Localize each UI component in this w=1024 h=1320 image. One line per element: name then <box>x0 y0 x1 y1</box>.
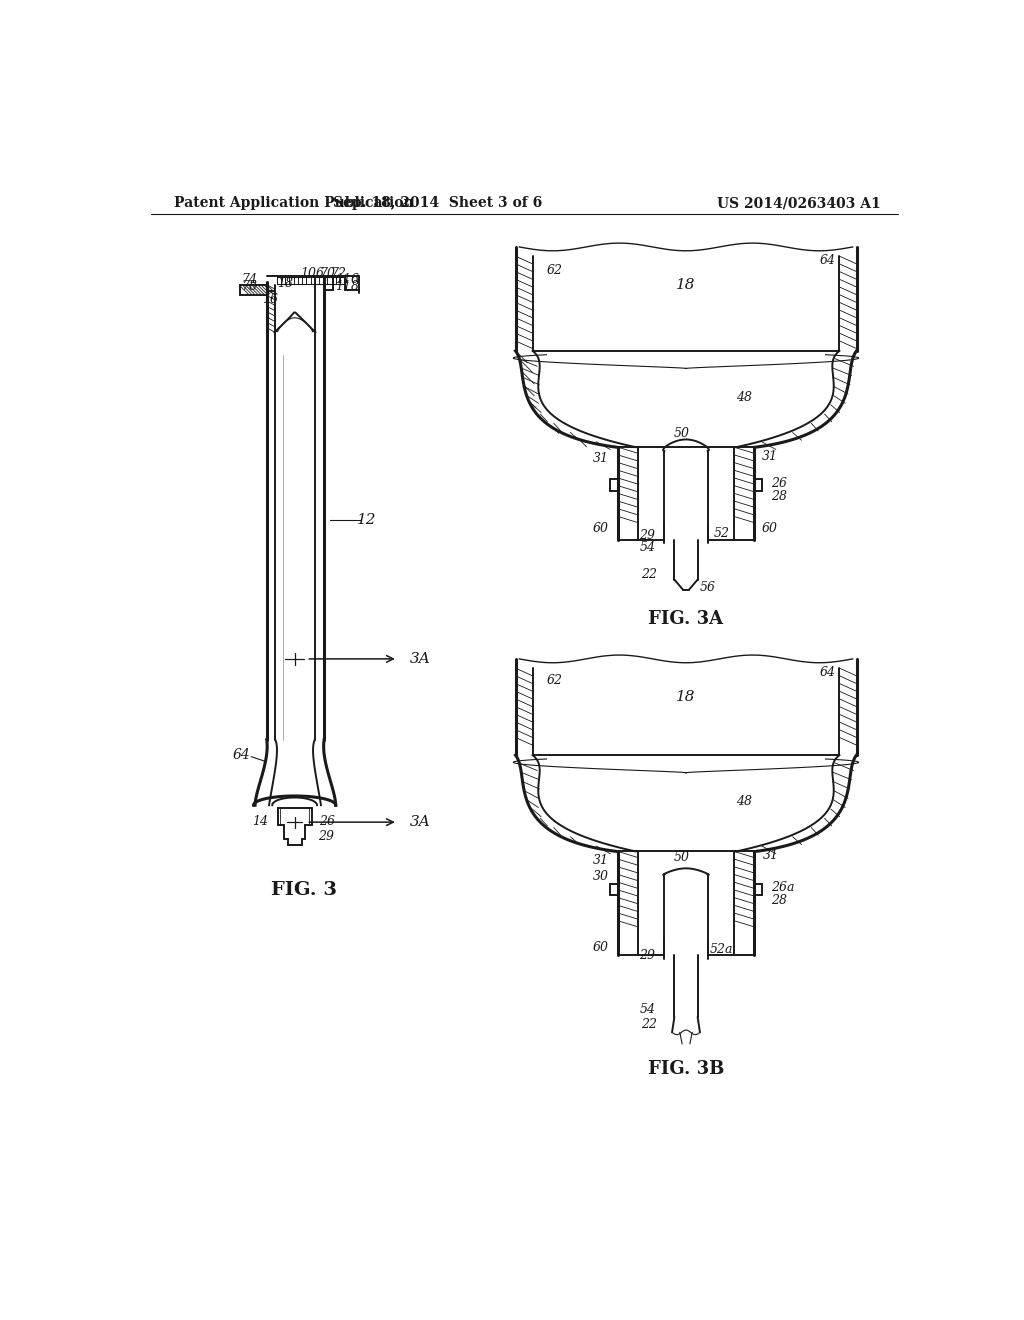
Text: 26: 26 <box>771 477 787 490</box>
Text: 22: 22 <box>641 568 656 581</box>
Text: FIG. 3A: FIG. 3A <box>648 610 724 628</box>
Text: 31: 31 <box>763 849 779 862</box>
Text: 64: 64 <box>819 255 836 268</box>
Text: Patent Application Publication: Patent Application Publication <box>174 197 414 210</box>
Text: 16: 16 <box>262 293 279 306</box>
Text: Sep. 18, 2014  Sheet 3 of 6: Sep. 18, 2014 Sheet 3 of 6 <box>334 197 543 210</box>
Text: 30: 30 <box>593 870 608 883</box>
Text: 60: 60 <box>593 941 608 954</box>
Text: 29: 29 <box>317 829 334 842</box>
Text: 54: 54 <box>639 1003 655 1016</box>
Text: 70: 70 <box>319 268 335 280</box>
Text: 74: 74 <box>242 273 258 286</box>
Text: 56: 56 <box>700 581 716 594</box>
Text: US 2014/0263403 A1: US 2014/0263403 A1 <box>717 197 881 210</box>
Text: 116: 116 <box>335 273 359 286</box>
Text: 72: 72 <box>331 268 347 280</box>
Text: 48: 48 <box>736 391 752 404</box>
Text: FIG. 3: FIG. 3 <box>271 880 337 899</box>
Text: 52: 52 <box>714 527 730 540</box>
Text: 29: 29 <box>639 949 655 962</box>
Text: 31: 31 <box>593 453 608 465</box>
Text: 50: 50 <box>674 426 690 440</box>
Text: 48: 48 <box>736 795 752 808</box>
Text: 52a: 52a <box>710 942 733 956</box>
Text: 64: 64 <box>819 667 836 680</box>
Text: 26a: 26a <box>771 880 795 894</box>
Text: 54: 54 <box>639 541 655 554</box>
Text: 60: 60 <box>762 521 777 535</box>
Text: 18: 18 <box>676 279 695 293</box>
Text: 3A: 3A <box>410 652 430 665</box>
Text: 60: 60 <box>593 521 608 535</box>
Text: FIG. 3B: FIG. 3B <box>648 1060 724 1078</box>
Text: 31: 31 <box>593 854 608 867</box>
Text: 62: 62 <box>547 675 562 686</box>
Text: 12: 12 <box>357 513 377 527</box>
Text: 3A: 3A <box>410 816 430 829</box>
Text: 26: 26 <box>319 814 335 828</box>
Text: 28: 28 <box>771 490 787 503</box>
Text: 29: 29 <box>639 529 655 543</box>
Text: 118: 118 <box>335 280 359 293</box>
Text: 22: 22 <box>641 1018 656 1031</box>
Text: 62: 62 <box>547 264 562 277</box>
Text: 18: 18 <box>676 690 695 705</box>
Text: 50: 50 <box>674 851 690 865</box>
Text: 28: 28 <box>771 894 787 907</box>
Text: 18: 18 <box>278 277 293 290</box>
Text: 64: 64 <box>233 748 251 762</box>
Text: 78: 78 <box>242 280 258 293</box>
Text: 14: 14 <box>253 814 268 828</box>
Text: 106: 106 <box>300 268 324 280</box>
Text: 31: 31 <box>762 450 777 463</box>
